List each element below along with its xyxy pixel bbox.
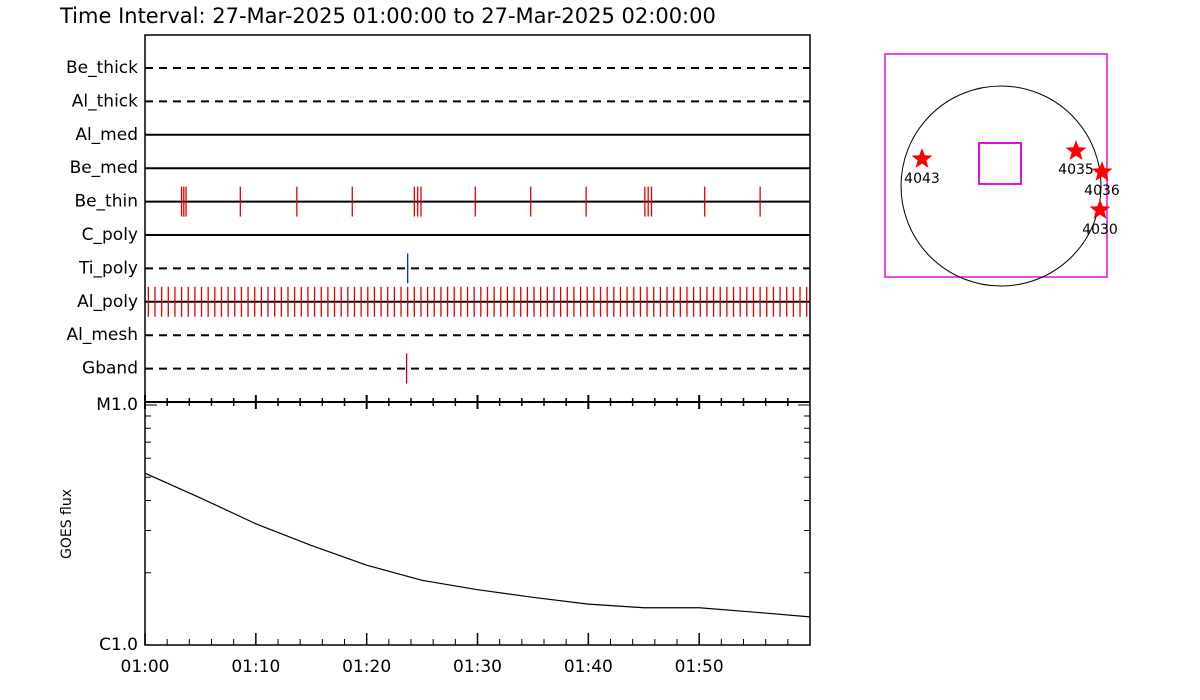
sun-map (884, 53, 1108, 287)
x-tick-label: 01:30 (453, 657, 502, 677)
y-tick-label: C1.0 (99, 635, 138, 655)
row-label: Al_thick (72, 91, 138, 111)
row-label: Be_med (70, 158, 138, 178)
region-star (1091, 161, 1113, 181)
goes-line (144, 472, 811, 618)
row-label: Gband (82, 359, 138, 379)
region-label: 4036 (1084, 183, 1120, 199)
region-label: 4043 (904, 171, 940, 187)
region-label: 4035 (1058, 162, 1094, 178)
solar-limb (900, 85, 1102, 287)
y-axis-label: GOES flux (59, 489, 75, 559)
fov-box (978, 142, 1022, 185)
region-star (911, 148, 933, 168)
x-tick-label: 01:40 (564, 657, 613, 677)
row-label: Ti_poly (78, 258, 138, 278)
x-tick-label: 01:50 (675, 657, 724, 677)
x-tick-label: 01:20 (342, 657, 391, 677)
region-star (1089, 199, 1111, 219)
row-label: Al_med (75, 125, 138, 145)
x-tick-label: 01:10 (231, 657, 280, 677)
title: Time Interval: 27-Mar-2025 01:00:00 to 2… (59, 4, 716, 28)
map-frame (884, 53, 1108, 278)
row-label: Al_poly (77, 292, 138, 312)
region-star (1065, 140, 1087, 160)
y-tick-label: M1.0 (96, 395, 138, 415)
row-label: Al_mesh (66, 325, 138, 345)
region-label: 4030 (1082, 222, 1118, 238)
row-label: C_poly (82, 225, 138, 245)
x-tick-label: 01:00 (121, 657, 170, 677)
row-label: Be_thin (74, 192, 138, 212)
row-label: Be_thick (66, 58, 138, 78)
plot-frame (144, 34, 811, 646)
